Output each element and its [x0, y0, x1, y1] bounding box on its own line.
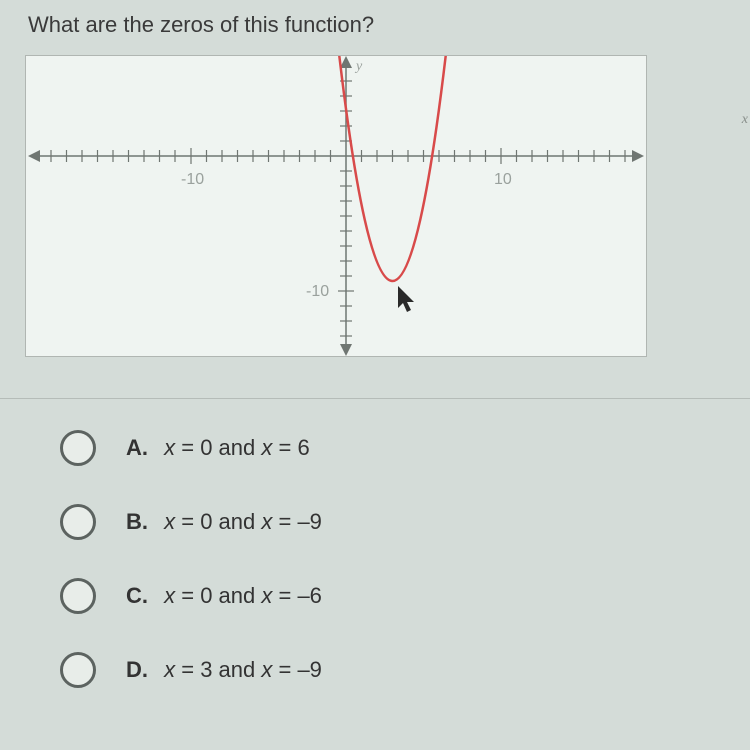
x-tick-neg10: -10	[181, 171, 204, 188]
answer-option-a[interactable]: A. x = 0 and x = 6	[60, 430, 322, 466]
radio-a[interactable]	[60, 430, 96, 466]
graph-svg: -10 10 -10 y	[26, 56, 646, 356]
answer-label-a: A. x = 0 and x = 6	[126, 435, 310, 461]
answer-option-c[interactable]: C. x = 0 and x = –6	[60, 578, 322, 614]
answers-group: A. x = 0 and x = 6 B. x = 0 and x = –9 C…	[60, 430, 322, 726]
answer-option-b[interactable]: B. x = 0 and x = –9	[60, 504, 322, 540]
y-axis-arrow-down	[340, 344, 352, 356]
question-text: What are the zeros of this function?	[28, 12, 374, 38]
y-tick-neg10: -10	[306, 283, 329, 300]
cursor-icon	[398, 286, 414, 312]
answer-label-d: D. x = 3 and x = –9	[126, 657, 322, 683]
x-axis-arrow-right	[632, 150, 644, 162]
graph-container: -10 10 -10 y	[25, 55, 647, 357]
radio-c[interactable]	[60, 578, 96, 614]
divider	[0, 398, 750, 399]
y-axis-label: y	[354, 59, 363, 74]
y-axis-arrow-up	[340, 56, 352, 68]
radio-b[interactable]	[60, 504, 96, 540]
answer-label-c: C. x = 0 and x = –6	[126, 583, 322, 609]
x-axis-arrow-left	[28, 150, 40, 162]
x-axis-label: x	[742, 112, 748, 128]
x-tick-pos10: 10	[494, 171, 512, 188]
answer-option-d[interactable]: D. x = 3 and x = –9	[60, 652, 322, 688]
parabola-curve	[337, 56, 448, 281]
answer-label-b: B. x = 0 and x = –9	[126, 509, 322, 535]
radio-d[interactable]	[60, 652, 96, 688]
